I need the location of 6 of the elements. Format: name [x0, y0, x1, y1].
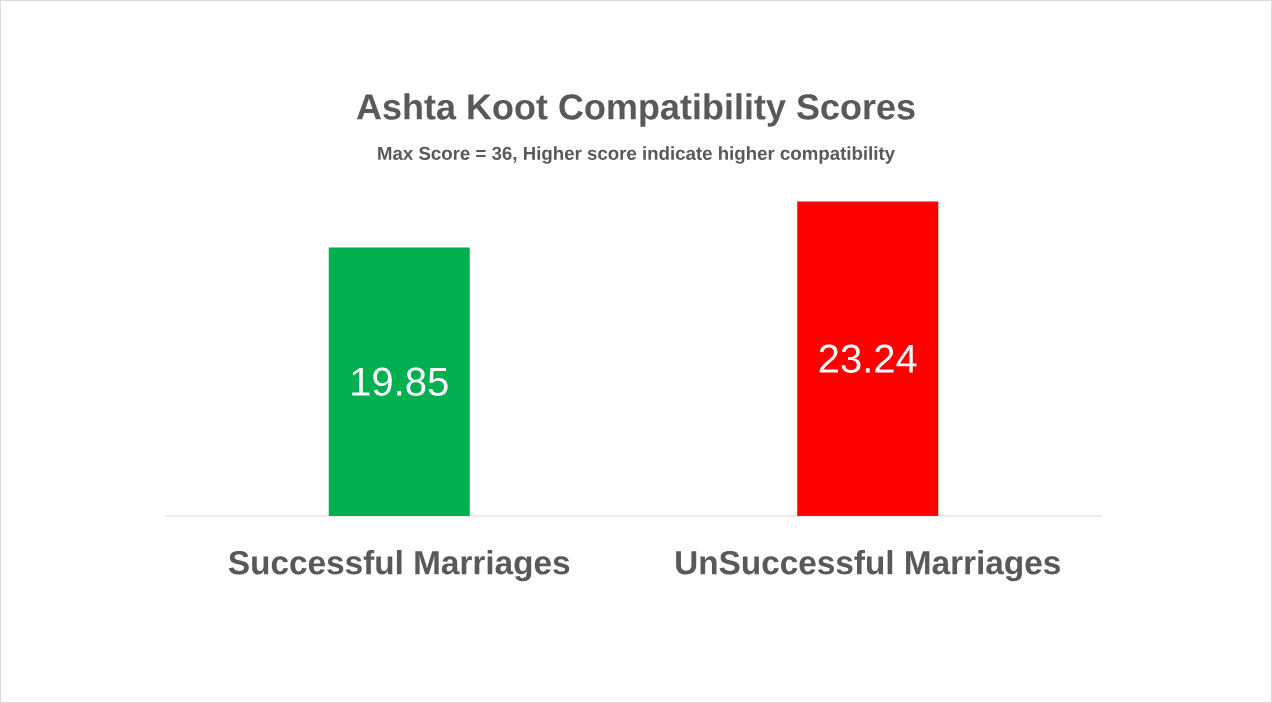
chart-title: Ashta Koot Compatibility Scores [356, 93, 915, 127]
chart-subtitle: Max Score = 36, Higher score indicate higher compatibility [378, 146, 895, 164]
x-tick-label: UnSuccessful Marriages [676, 550, 1060, 582]
x-tick-label: Successful Marriages [228, 550, 570, 582]
data-label: 23.24 [819, 344, 917, 373]
data-label: 19.85 [352, 367, 448, 396]
